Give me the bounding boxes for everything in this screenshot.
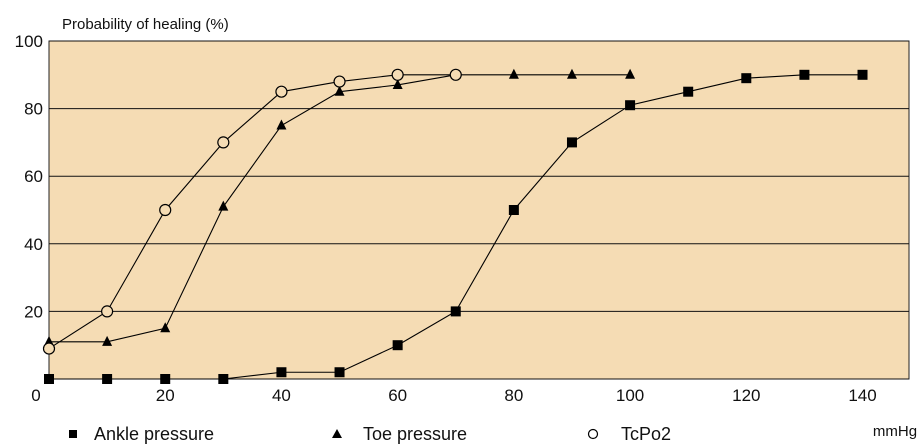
legend: Ankle pressure Toe pressure TcPo2: [69, 424, 671, 444]
data-point-triangle: [334, 85, 345, 96]
legend-marker-circle-icon: [587, 428, 599, 440]
legend-marker-square-icon: [69, 430, 77, 438]
y-tick-label: 60: [24, 167, 43, 186]
data-point-circle-open: [217, 136, 230, 149]
data-point-circle-open: [333, 75, 346, 88]
x-tick-label: 140: [848, 386, 876, 405]
data-point-square: [683, 86, 694, 97]
data-point-circle-open: [101, 305, 114, 318]
y-tick-label: 20: [24, 302, 43, 321]
legend-label: Ankle pressure: [94, 424, 214, 444]
x-tick-label: 0: [31, 386, 40, 405]
data-point-square: [450, 306, 461, 317]
data-point-triangle: [392, 78, 403, 89]
data-point-square: [508, 205, 519, 215]
data-point-square: [276, 367, 287, 378]
x-axis-ticks: 0 20 40 60 80 100 120 140: [31, 386, 876, 405]
legend-label: TcPo2: [621, 424, 671, 444]
legend-label: Toe pressure: [363, 424, 467, 444]
x-tick-label: 60: [388, 386, 407, 405]
data-point-triangle: [508, 68, 519, 79]
data-point-circle-open: [275, 85, 288, 98]
data-point-triangle: [566, 68, 577, 79]
data-point-square: [334, 367, 345, 378]
data-point-square: [392, 340, 403, 351]
data-point-square: [218, 374, 229, 384]
data-point-triangle: [625, 68, 636, 79]
data-point-square: [160, 374, 171, 384]
data-point-square: [857, 69, 868, 80]
data-point-square: [44, 374, 54, 384]
data-point-square: [625, 100, 636, 111]
data-point-triangle: [276, 119, 287, 130]
data-point-triangle: [102, 335, 113, 346]
series-markers: [42, 68, 868, 384]
data-point-circle-open: [391, 68, 404, 81]
y-tick-label: 80: [24, 100, 43, 119]
data-point-circle-open: [42, 342, 56, 355]
x-tick-label: 20: [156, 386, 175, 405]
data-point-triangle: [218, 200, 229, 211]
data-point-square: [799, 69, 810, 80]
y-tick-label: 40: [24, 235, 43, 254]
x-tick-label: 80: [504, 386, 523, 405]
gridlines: [49, 40, 909, 380]
y-tick-label: 100: [15, 32, 43, 51]
y-axis-ticks: 20 40 60 80 100: [15, 32, 43, 321]
plot-area: [48, 40, 910, 380]
series-line-circle-open: [48, 74, 456, 350]
data-point-square: [102, 374, 113, 384]
x-tick-label: 120: [732, 386, 760, 405]
legend-marker-triangle-icon: [332, 429, 342, 438]
data-point-circle-open: [159, 203, 172, 217]
data-point-circle-open: [449, 68, 462, 81]
data-point-triangle: [160, 322, 171, 333]
y-axis-title: Probability of healing (%): [62, 16, 229, 33]
x-tick-label: 100: [616, 386, 644, 405]
x-axis-unit-label: mmHg: [873, 423, 917, 440]
x-tick-label: 40: [272, 386, 291, 405]
data-point-square: [566, 137, 577, 148]
data-point-square: [741, 73, 752, 84]
